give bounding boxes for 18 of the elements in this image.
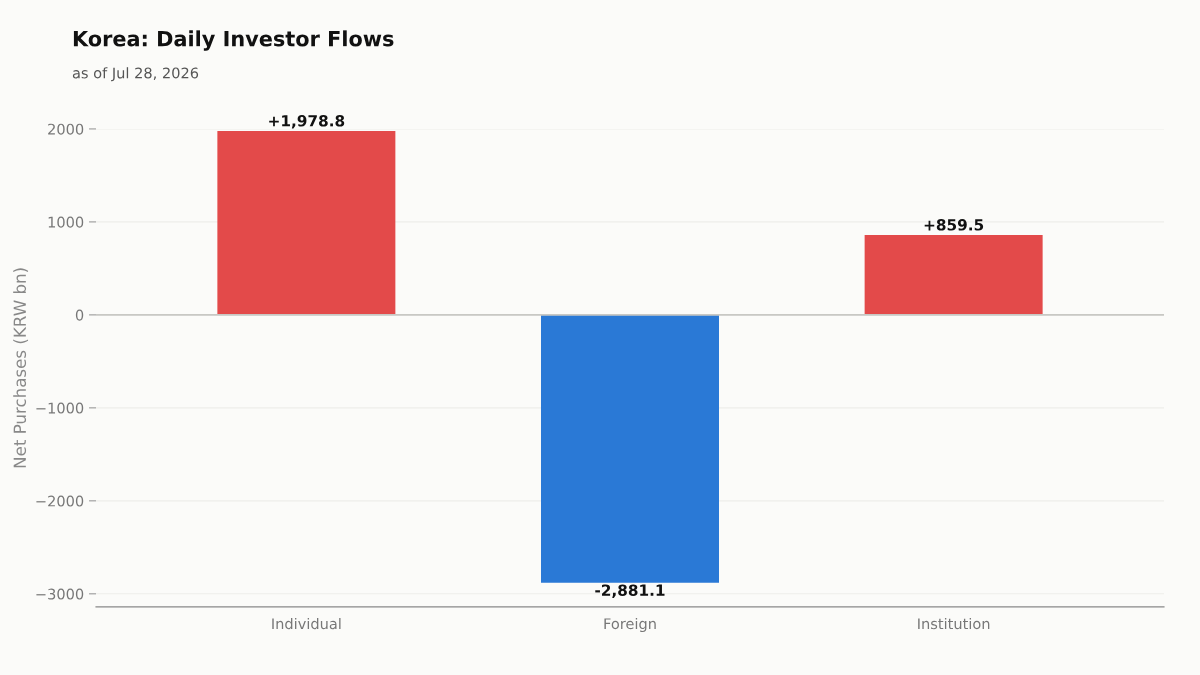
y-axis-title: Net Purchases (KRW bn) [13, 268, 29, 468]
bar [217, 130, 396, 315]
y-tick-label: 1000 [48, 216, 84, 228]
y-tick-label: −1000 [36, 402, 84, 414]
y-tick-label: −2000 [36, 495, 84, 507]
chart-subtitle: as of Jul 28, 2026 [72, 67, 199, 82]
bar [864, 234, 1043, 315]
data-label: -2,881.1 [595, 584, 665, 598]
chart-title: Korea: Daily Investor Flows [73, 30, 394, 51]
data-label: +859.5 [924, 219, 984, 231]
bar [541, 314, 719, 583]
y-tick-label: 0 [75, 309, 84, 321]
y-tick-label: 2000 [48, 123, 84, 135]
x-tick-label: Institution [918, 617, 990, 630]
x-tick-label: Foreign [604, 617, 656, 633]
y-tick-label: −3000 [36, 588, 84, 600]
x-tick-label: Individual [272, 617, 341, 630]
data-label: +1,978.8 [269, 114, 345, 129]
